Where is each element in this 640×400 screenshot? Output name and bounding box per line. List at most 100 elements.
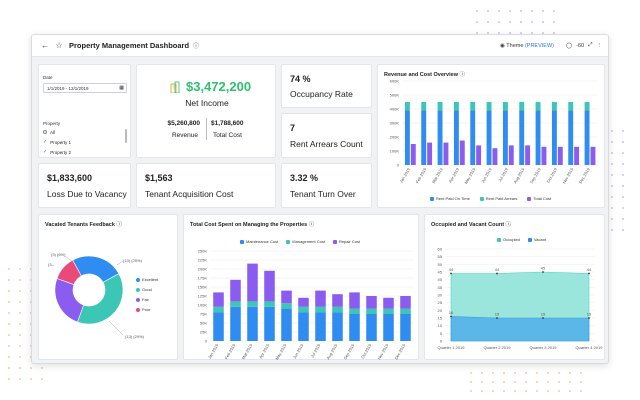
net-income-value: $3,472,200 [186, 79, 252, 94]
expand-icon[interactable]: ⤢ [588, 42, 593, 48]
decorative-dot [542, 10, 544, 12]
decorative-dot [8, 334, 10, 336]
legend-swatch [332, 239, 337, 244]
decorative-dot [520, 10, 522, 12]
property-option-2[interactable]: ✓ Property 2 [43, 147, 127, 157]
legend-item[interactable]: Occupied [497, 237, 520, 242]
bar-total-cost [492, 148, 498, 165]
stacked-bar-segment [366, 314, 377, 341]
stacked-bar-segment [298, 312, 309, 341]
decorative-dot [8, 345, 10, 347]
decorative-dot [558, 381, 560, 383]
x-tick-label: Quarter 1 2019 [438, 345, 466, 350]
x-tick-label: Sep 2019 [529, 166, 542, 184]
chart-title: Vacated Tenants Feedback ⓘ [45, 220, 122, 228]
x-tick-label: Jun 2019 [292, 342, 305, 359]
theme-button[interactable]: ◉ Theme (PREVIEW) [500, 43, 554, 49]
bar-rent-on-time [502, 110, 508, 165]
unchecked-checkbox-icon[interactable] [43, 130, 47, 134]
legend-swatch [136, 297, 140, 302]
data-label: (3... [48, 262, 55, 267]
acquisition-cost-card: $1,563 Tenant Acquisition Cost [136, 163, 276, 208]
decorative-dot [41, 378, 43, 380]
calendar-icon[interactable]: ▦ [119, 85, 124, 91]
legend-swatch [136, 277, 140, 282]
pie-legend: Excellent Good Fair Poor [136, 277, 158, 312]
decorative-dot [611, 218, 613, 220]
stacked-bar-segment [213, 312, 224, 341]
property-option-all[interactable]: All [43, 127, 127, 137]
chart-legend: Occupied Vacant [497, 237, 546, 242]
x-tick-label: May 2019 [274, 342, 288, 360]
tenant-feedback-card: Vacated Tenants Feedback ⓘ (3) (6%) (13) … [38, 214, 178, 360]
decorative-dot [19, 367, 21, 369]
list-scrollbar[interactable] [125, 129, 127, 143]
comment-icon[interactable]: ◯ [565, 42, 573, 49]
checkbox-checked-icon[interactable]: ✓ [43, 149, 48, 155]
decorative-dot [547, 381, 549, 383]
star-icon[interactable]: ☆ [55, 41, 63, 50]
more-icon[interactable]: ⋮ [596, 42, 603, 49]
decorative-dot [19, 356, 21, 358]
stacked-bar-segment [315, 312, 326, 341]
checkbox-checked-icon[interactable]: ✓ [43, 139, 48, 145]
arrow-left-icon[interactable]: ← [41, 41, 49, 50]
legend-swatch [479, 196, 484, 201]
legend-item[interactable]: Repair Cost [332, 239, 360, 244]
legend-item[interactable]: Maintenance Cost [240, 239, 278, 244]
decorative-dot [503, 390, 505, 392]
legend-item[interactable]: Total Cost [527, 196, 551, 201]
bar-rent-arrears [584, 102, 590, 111]
bar-rent-on-time [535, 110, 541, 165]
top-bar: ← ☆ Property Management Dashboard ⓘ ◉ Th… [32, 35, 608, 57]
legend-item[interactable]: Rent Paid On Time [430, 196, 470, 201]
legend-item[interactable]: Poor [136, 307, 158, 312]
decorative-dot [542, 32, 544, 34]
decorative-dot [536, 390, 538, 392]
decorative-dot [470, 372, 472, 374]
stacked-bar-segment [366, 308, 377, 314]
x-tick-label: Quarter 2 2019 [484, 345, 512, 350]
y-tick-label: 40 [438, 277, 443, 282]
info-icon[interactable]: ⓘ [505, 222, 512, 228]
stacked-bar-segment [264, 301, 275, 307]
legend-item[interactable]: Excellent [136, 277, 158, 282]
decorative-dot [503, 372, 505, 374]
decorative-dot [514, 381, 516, 383]
decorative-dot [19, 290, 21, 292]
decorative-dot [520, 32, 522, 34]
decorative-dot [622, 196, 624, 198]
info-icon[interactable]: ⓘ [116, 222, 122, 228]
info-icon[interactable]: ⓘ [193, 44, 200, 50]
data-label: 16 [449, 310, 454, 315]
legend-item[interactable]: Rent Paid Arrears [479, 196, 517, 201]
x-tick-label: Oct 2019 [360, 342, 373, 359]
stacked-bar-segment [383, 308, 394, 314]
y-tick-label: 0 [440, 339, 443, 344]
zoom-value[interactable]: -60 [576, 42, 585, 49]
decorative-dot [580, 372, 582, 374]
occupied-vacant-chart-card: Occupied and Vacant Count ⓘ Occupied Vac… [424, 214, 605, 360]
info-icon[interactable]: ⓘ [308, 222, 315, 228]
property-list[interactable]: All ✓ Property 1 ✓ Property 2 [43, 127, 127, 157]
net-income-card: $3,472,200 Net Income $5,260,800 Revenue… [136, 64, 276, 158]
info-icon[interactable]: ⓘ [459, 72, 466, 78]
legend-item[interactable]: Good [136, 287, 158, 292]
chart-title: Revenue and Cost Overview ⓘ [384, 70, 465, 78]
legend-item[interactable]: Vacant [527, 237, 546, 242]
y-tick-label: 15 [438, 316, 443, 321]
theme-label: Theme [506, 42, 524, 49]
legend-item[interactable]: Management Cost [286, 239, 325, 244]
date-range-input[interactable]: 1/1/2019 - 12/1/2019 ▦ [43, 83, 127, 93]
decorative-dot [531, 10, 533, 12]
bar-total-cost [508, 145, 514, 165]
bar-rent-arrears [551, 102, 557, 111]
decorative-dot [611, 141, 613, 143]
property-option-1[interactable]: ✓ Property 1 [43, 137, 127, 147]
decorative-dot [553, 21, 555, 23]
legend-swatch [527, 196, 532, 201]
date-label: Date [43, 75, 53, 80]
legend-item[interactable]: Fair [136, 297, 158, 302]
x-tick-label: Oct 2019 [546, 166, 559, 183]
bar-rent-arrears [453, 102, 459, 111]
